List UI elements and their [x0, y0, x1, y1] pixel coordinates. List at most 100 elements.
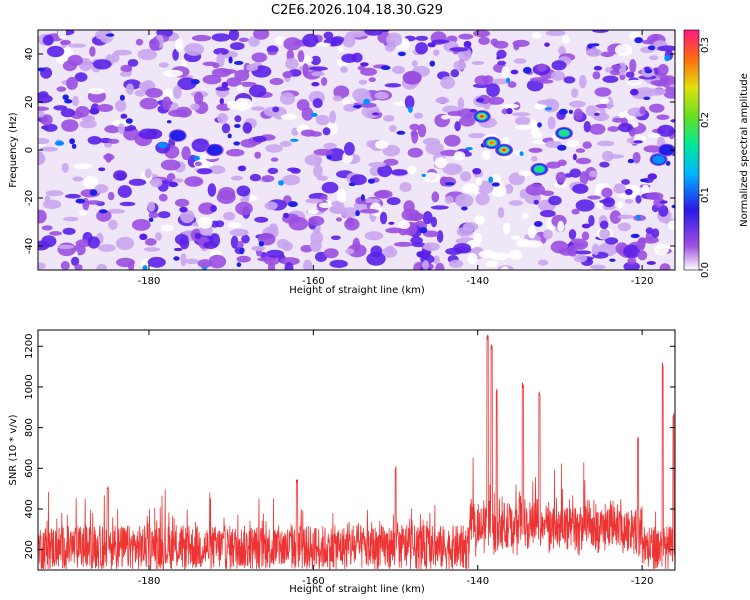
heatmap-cell [311, 82, 320, 87]
heatmap-cell [85, 200, 103, 205]
heatmap-cell [119, 71, 130, 77]
heatmap-cell [364, 30, 384, 36]
heatmap-cell [664, 55, 671, 62]
heatmap-cell [119, 94, 125, 101]
heatmap-cell [482, 150, 491, 160]
heatmap-cell [336, 217, 342, 222]
heatmap-cell [66, 76, 78, 90]
heatmap-cell [348, 182, 356, 187]
heatmap-cell [611, 64, 622, 70]
heatmap-cell [107, 191, 115, 201]
heatmap-cell [281, 174, 301, 186]
heatmap-cell [234, 69, 250, 82]
heatmap-cell [582, 141, 592, 149]
heatmap-cell [417, 123, 427, 138]
heatmap-cell [592, 71, 601, 80]
heatmap-cell [444, 182, 455, 186]
heatmap-cell [175, 38, 184, 53]
heatmap-cell [449, 47, 469, 52]
heatmap-y-axis: -40 -20 0 20 40 [24, 48, 675, 254]
heatmap-cell [475, 192, 490, 206]
heatmap-cell [636, 238, 646, 251]
heatmap-cell [368, 77, 376, 83]
heatmap-cell [382, 144, 401, 157]
colorbar-tick-label: 0.3 [700, 37, 711, 53]
heatmap-cell [72, 95, 79, 107]
heatmap-cell [601, 187, 613, 198]
heatmap-cell [345, 31, 366, 38]
heatmap-cell [143, 247, 161, 252]
heatmap-cell [56, 86, 67, 92]
heatmap-cell [617, 222, 631, 232]
heatmap-cell [62, 227, 76, 235]
heatmap-cell [511, 112, 531, 117]
heatmap-cell [331, 235, 341, 241]
heatmap-cell [197, 216, 213, 229]
heatmap-cell [491, 173, 501, 185]
heatmap-cell [181, 146, 191, 161]
heatmap-cell [407, 147, 423, 158]
heatmap-cell [610, 69, 622, 76]
heatmap-cell [397, 51, 406, 57]
heatmap-cell [228, 56, 233, 64]
heatmap-cell [635, 195, 642, 204]
heatmap-cell [184, 258, 199, 265]
heatmap-cell [155, 232, 162, 241]
heatmap-cell [237, 240, 244, 249]
heatmap-cell [497, 207, 505, 219]
heatmap-cell [117, 185, 132, 198]
heatmap-cell [44, 195, 51, 205]
heatmap-cell [41, 235, 57, 248]
snr-x-tick-label: -180 [138, 576, 161, 587]
colorbar-tick-label: 0.2 [700, 112, 711, 128]
heatmap-cell [506, 77, 511, 83]
heatmap-cell [135, 38, 144, 46]
heatmap-xlabel: Height of straight line (km) [289, 285, 425, 296]
heatmap-cell [502, 222, 511, 235]
heatmap-cell [665, 160, 671, 166]
heatmap-cell [657, 124, 675, 137]
heatmap-cell [557, 144, 567, 151]
heatmap-cell [321, 77, 328, 86]
heatmap-cell [419, 227, 428, 234]
heatmap-cell [651, 228, 660, 238]
heatmap-cell [488, 96, 505, 105]
heatmap-cell [569, 100, 586, 108]
heatmap-cell [281, 241, 293, 252]
heatmap-cell [646, 261, 656, 265]
heatmap-cell [527, 225, 537, 239]
heatmap-cell [46, 45, 65, 58]
heatmap-cell [465, 147, 473, 151]
heatmap-cell [647, 45, 656, 51]
heatmap-cell [280, 140, 292, 147]
heatmap-cell [637, 250, 648, 261]
heatmap-cell [381, 247, 398, 258]
heatmap-cell [447, 111, 463, 117]
heatmap-cell [38, 106, 49, 111]
heatmap-cell [375, 140, 389, 150]
heatmap-cell [508, 200, 524, 206]
heatmap-cell [145, 88, 163, 98]
heatmap-cell [57, 30, 67, 39]
heatmap-cell [270, 157, 279, 162]
heatmap-cell [485, 260, 499, 268]
heatmap-cell [411, 60, 418, 67]
heatmap-cell [533, 199, 539, 205]
heatmap-cell [246, 63, 259, 72]
heatmap-x-tick-label: -180 [138, 276, 161, 287]
heatmap-cell [253, 30, 270, 40]
heatmap-cell [221, 123, 231, 134]
heatmap-cell [202, 74, 222, 85]
heatmap-x-tick-label: -160 [302, 276, 325, 287]
snr-series-line [38, 334, 675, 570]
snr-y-axis: 200 400 600 800 1000 1200 [24, 334, 675, 559]
heatmap-cell [148, 212, 159, 219]
heatmap-cell [573, 108, 584, 121]
heatmap-cell [519, 151, 524, 156]
chart-title: C2E6.2026.104.18.30.G29 [271, 3, 443, 18]
heatmap-cell [150, 177, 163, 188]
heatmap-cell [523, 66, 532, 74]
heatmap-cell [561, 35, 570, 44]
heatmap-cell [636, 215, 641, 220]
heatmap-cell [465, 112, 473, 119]
